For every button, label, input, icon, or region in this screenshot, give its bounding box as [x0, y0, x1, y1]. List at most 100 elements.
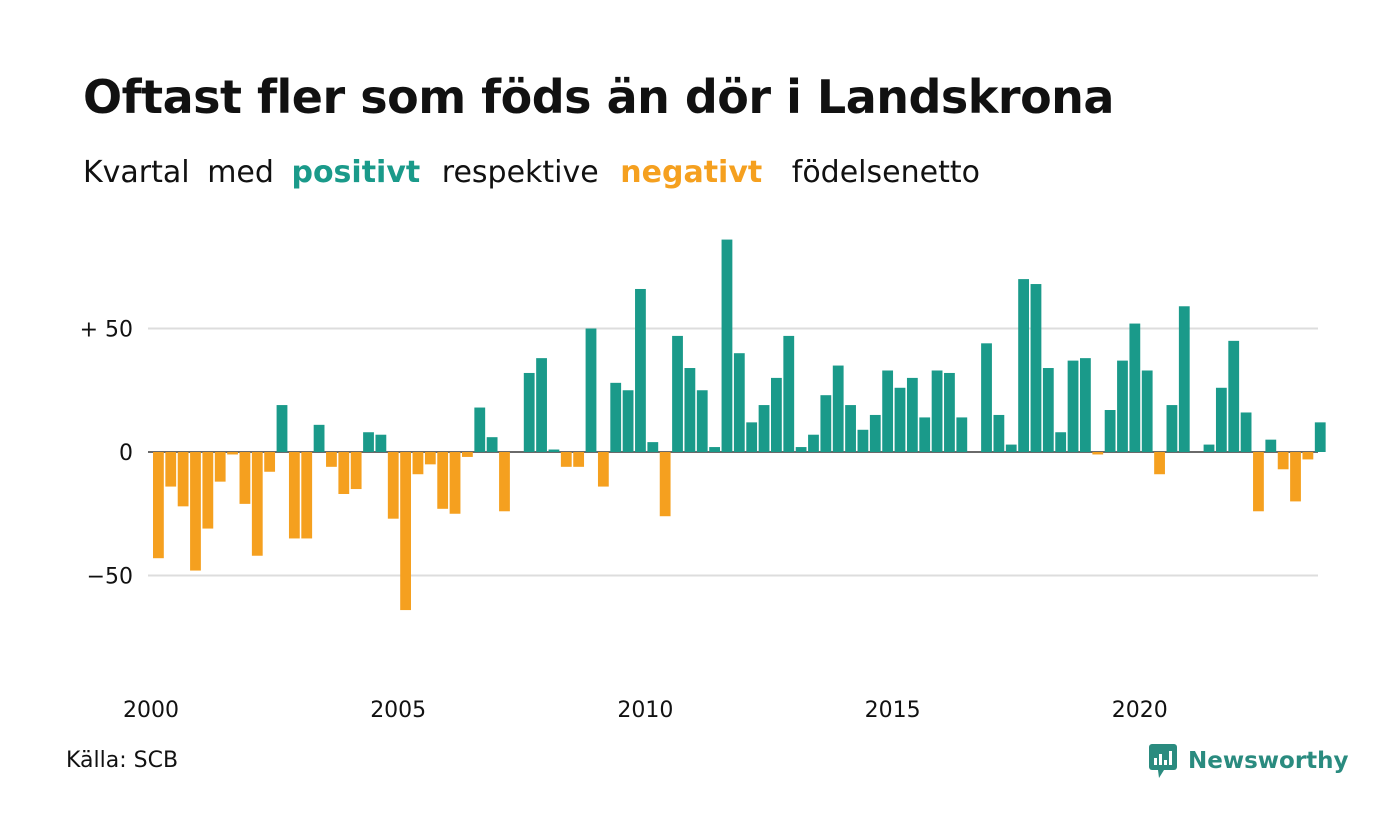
bar: [1203, 444, 1215, 452]
x-tick-label: 2015: [865, 698, 921, 723]
subtitle-word-respektive: respektive: [441, 155, 599, 190]
bar: [919, 417, 931, 452]
bar: [202, 452, 214, 529]
subtitle-word-med: med: [207, 155, 274, 190]
bar: [944, 372, 955, 452]
bar: [597, 452, 609, 487]
bar: [659, 452, 671, 517]
subtitle-positive-label: positivt: [291, 155, 421, 190]
bar: [1302, 452, 1314, 460]
bar: [387, 452, 399, 519]
bar: [1104, 410, 1116, 452]
bar: [449, 452, 461, 514]
bar: [1178, 306, 1190, 452]
bar: [845, 405, 856, 452]
chart-title: Oftast fler som föds än dör i Landskrona: [83, 70, 1114, 124]
bar: [758, 405, 770, 452]
bar: [165, 452, 177, 487]
bar: [536, 358, 547, 452]
axis-labels: + 50 0 −50 2000 2005 2010 2015 2020: [80, 318, 1168, 724]
bar: [956, 417, 968, 452]
bar: [808, 434, 819, 452]
bar: [684, 368, 696, 452]
bar: [1166, 405, 1178, 452]
bar: [276, 405, 288, 452]
bar: [610, 382, 622, 452]
bar: [437, 452, 449, 509]
bar: [882, 370, 894, 452]
newsworthy-logo: Newsworthy: [1148, 743, 1349, 779]
bar: [1314, 422, 1326, 452]
bar: [375, 434, 387, 452]
bar: [795, 447, 807, 452]
bar: [635, 288, 646, 452]
bar: [214, 452, 226, 482]
bar: [696, 390, 708, 452]
y-tick-label: + 50: [80, 318, 133, 343]
bar: [585, 328, 597, 452]
subtitle-negative-label: negativt: [620, 155, 763, 190]
bar: [523, 372, 535, 452]
bar: [783, 335, 795, 452]
bar: [981, 343, 992, 452]
subtitle-word-kvartal: Kvartal: [83, 155, 190, 190]
bar: [486, 437, 498, 452]
bar: [363, 432, 374, 452]
bar: [1215, 387, 1227, 452]
bar: [338, 452, 350, 494]
bar: [499, 452, 510, 512]
bar: [1067, 360, 1079, 452]
bar: [1277, 452, 1289, 470]
bar: [288, 452, 300, 539]
bars: [153, 239, 1326, 611]
bar: [1117, 360, 1128, 452]
bar: [647, 442, 659, 452]
bar: [227, 452, 238, 455]
bar: [239, 452, 251, 504]
bar: [1265, 439, 1277, 452]
bar: [326, 452, 337, 467]
bar: [709, 447, 720, 452]
y-tick-label: 0: [119, 441, 133, 466]
bar: [1141, 370, 1153, 452]
bar: [264, 452, 276, 472]
bar: [462, 452, 473, 457]
bar: [1228, 340, 1240, 452]
bar: [1005, 444, 1017, 452]
bar: [190, 452, 201, 571]
newsworthy-logo-icon: [1149, 744, 1177, 778]
y-tick-label: −50: [87, 565, 133, 590]
bar: [573, 452, 585, 467]
bar: [1253, 452, 1264, 512]
bar: [1154, 452, 1165, 475]
bar: [177, 452, 189, 507]
bar: [672, 335, 683, 452]
bar: [906, 377, 918, 452]
bar: [771, 377, 782, 452]
bar: [548, 449, 560, 452]
x-tick-label: 2000: [123, 698, 179, 723]
bar: [350, 452, 362, 490]
bar: [560, 452, 572, 467]
x-tick-label: 2005: [370, 698, 426, 723]
bar: [1018, 279, 1029, 452]
bar: [1055, 432, 1067, 452]
bar: [153, 452, 164, 559]
bar: [857, 429, 869, 452]
bar: [820, 395, 832, 452]
bar: [1129, 323, 1141, 452]
bar: [869, 414, 881, 452]
bar: [894, 387, 906, 452]
bar: [832, 365, 844, 452]
bar: [251, 452, 263, 556]
bar: [1240, 412, 1252, 452]
bar: [1290, 452, 1301, 502]
chart-subtitle: Kvartal med positivt respektive negativt…: [83, 155, 980, 190]
bar: [424, 452, 436, 465]
bar: [721, 239, 733, 452]
bar: [1030, 284, 1042, 452]
subtitle-word-fodelsenetto: födelsenetto: [791, 155, 980, 190]
bar: [1080, 358, 1091, 452]
bar: [746, 422, 758, 452]
bar: [1092, 452, 1104, 455]
